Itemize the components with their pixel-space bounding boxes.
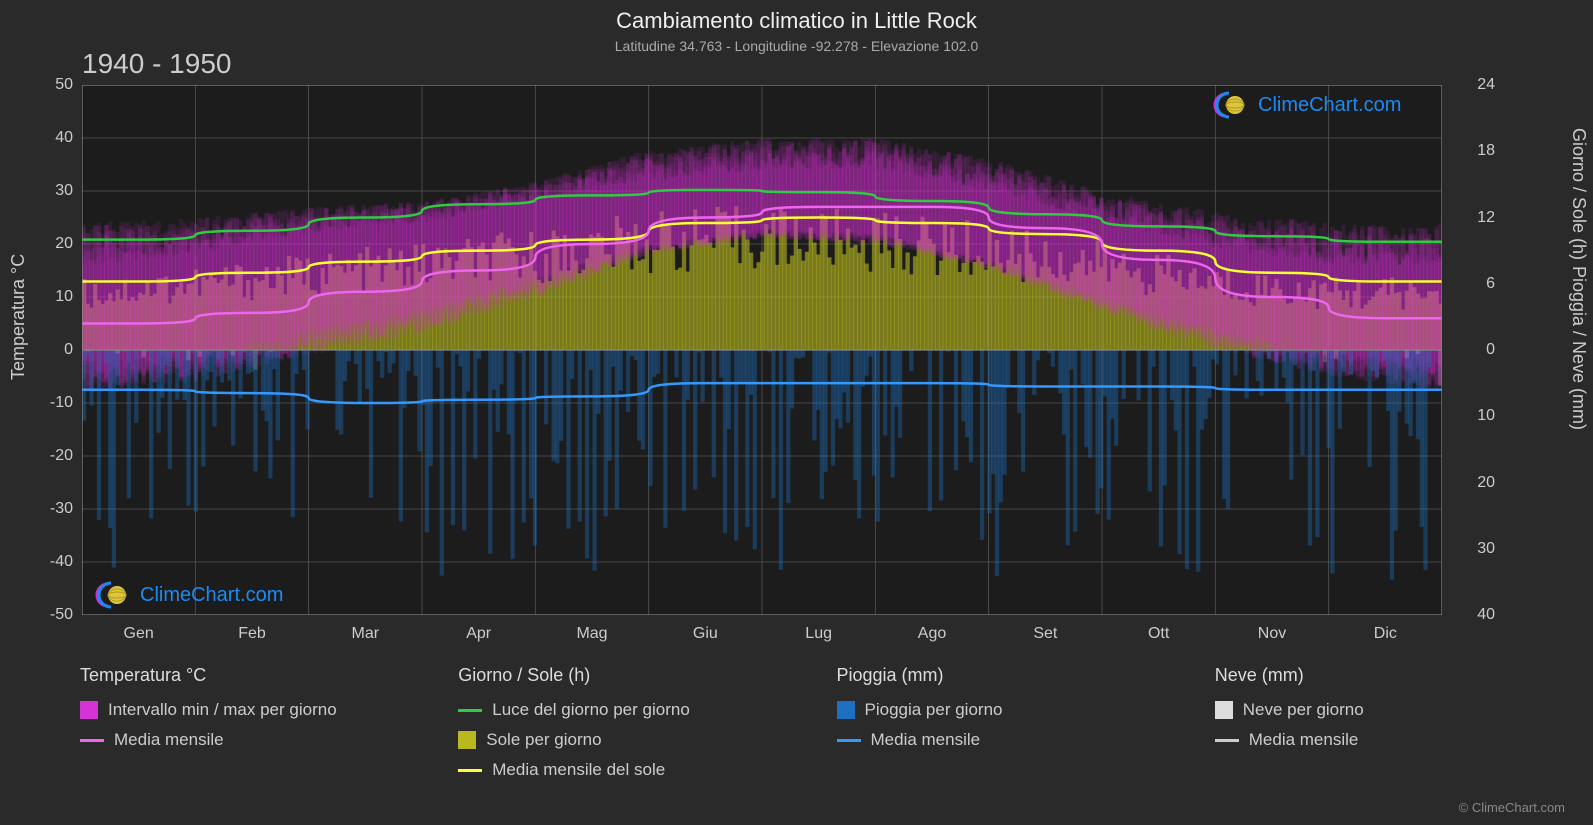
y2-tick-mm: 30 bbox=[1455, 540, 1495, 558]
legend-column: Pioggia (mm) Pioggia per giorno Media mens… bbox=[837, 665, 1175, 780]
legend-swatch-box-icon bbox=[80, 701, 98, 719]
legend-label: Media mensile bbox=[114, 730, 224, 750]
legend-item: Sole per giorno bbox=[458, 730, 796, 750]
y1-tick: -20 bbox=[23, 447, 73, 465]
x-tick-month: Set bbox=[1033, 625, 1057, 643]
legend-item: Media mensile bbox=[1215, 730, 1553, 750]
climechart-logo-icon bbox=[1210, 90, 1250, 120]
legend-header: Giorno / Sole (h) bbox=[458, 665, 796, 686]
y2-tick-mm: 40 bbox=[1455, 606, 1495, 624]
legend-swatch-box-icon bbox=[458, 731, 476, 749]
legend-swatch-box-icon bbox=[1215, 701, 1233, 719]
watermark: ClimeChart.com bbox=[92, 580, 283, 610]
x-tick-month: Mag bbox=[576, 625, 607, 643]
x-tick-month: Dic bbox=[1374, 625, 1397, 643]
legend-swatch-line-icon bbox=[458, 769, 482, 772]
y2-tick-hours: 18 bbox=[1455, 142, 1495, 160]
x-tick-month: Lug bbox=[805, 625, 832, 643]
legend-item: Media mensile bbox=[80, 730, 418, 750]
watermark-brand-text: ClimeChart.com bbox=[1258, 94, 1401, 117]
y1-tick: 40 bbox=[23, 129, 73, 147]
legend-item: Pioggia per giorno bbox=[837, 700, 1175, 720]
x-tick-month: Nov bbox=[1258, 625, 1286, 643]
legend-label: Pioggia per giorno bbox=[865, 700, 1003, 720]
y2-tick-hours: 6 bbox=[1455, 275, 1495, 293]
year-range-label: 1940 - 1950 bbox=[82, 48, 231, 80]
legend-header: Pioggia (mm) bbox=[837, 665, 1175, 686]
legend: Temperatura °C Intervallo min / max per g… bbox=[80, 665, 1553, 780]
y1-tick: 10 bbox=[23, 288, 73, 306]
x-tick-month: Feb bbox=[238, 625, 266, 643]
legend-label: Sole per giorno bbox=[486, 730, 601, 750]
legend-label: Luce del giorno per giorno bbox=[492, 700, 690, 720]
x-tick-month: Mar bbox=[352, 625, 380, 643]
legend-swatch-line-icon bbox=[458, 709, 482, 712]
watermark-brand-text: ClimeChart.com bbox=[140, 584, 283, 607]
legend-item: Neve per giorno bbox=[1215, 700, 1553, 720]
x-tick-month: Gen bbox=[124, 625, 154, 643]
legend-item: Media mensile del sole bbox=[458, 760, 796, 780]
legend-swatch-box-icon bbox=[837, 701, 855, 719]
chart-subtitle: Latitudine 34.763 - Longitudine -92.278 … bbox=[615, 38, 979, 54]
legend-label: Media mensile bbox=[1249, 730, 1359, 750]
y2-tick-hours: 0 bbox=[1455, 341, 1495, 359]
legend-header: Neve (mm) bbox=[1215, 665, 1553, 686]
y2-axis-bottom-label: Pioggia / Neve (mm) bbox=[1568, 266, 1589, 430]
y1-tick: -50 bbox=[23, 606, 73, 624]
watermark: ClimeChart.com bbox=[1210, 90, 1401, 120]
legend-column: Giorno / Sole (h) Luce del giorno per gio… bbox=[458, 665, 796, 780]
y1-axis-label: Temperatura °C bbox=[8, 254, 29, 380]
legend-label: Neve per giorno bbox=[1243, 700, 1364, 720]
legend-header: Temperatura °C bbox=[80, 665, 418, 686]
legend-column: Temperatura °C Intervallo min / max per g… bbox=[80, 665, 418, 780]
legend-label: Media mensile bbox=[871, 730, 981, 750]
y1-tick: 30 bbox=[23, 182, 73, 200]
x-tick-month: Apr bbox=[466, 625, 491, 643]
y1-tick: 50 bbox=[23, 76, 73, 94]
legend-item: Intervallo min / max per giorno bbox=[80, 700, 418, 720]
chart-container: Cambiamento climatico in Little Rock Lat… bbox=[0, 0, 1593, 825]
x-tick-month: Ott bbox=[1148, 625, 1169, 643]
legend-label: Media mensile del sole bbox=[492, 760, 665, 780]
chart-title: Cambiamento climatico in Little Rock bbox=[616, 8, 977, 34]
y1-tick: 20 bbox=[23, 235, 73, 253]
legend-label: Intervallo min / max per giorno bbox=[108, 700, 337, 720]
y2-axis-top-label: Giorno / Sole (h) bbox=[1568, 128, 1589, 260]
y1-tick: -40 bbox=[23, 553, 73, 571]
y1-tick: -30 bbox=[23, 500, 73, 518]
legend-column: Neve (mm) Neve per giorno Media mensile bbox=[1215, 665, 1553, 780]
y2-tick-hours: 12 bbox=[1455, 209, 1495, 227]
y2-tick-mm: 20 bbox=[1455, 474, 1495, 492]
plot-area bbox=[82, 85, 1442, 615]
legend-item: Media mensile bbox=[837, 730, 1175, 750]
legend-item: Luce del giorno per giorno bbox=[458, 700, 796, 720]
legend-swatch-line-icon bbox=[1215, 739, 1239, 742]
climechart-logo-icon bbox=[92, 580, 132, 610]
legend-swatch-line-icon bbox=[80, 739, 104, 742]
legend-swatch-line-icon bbox=[837, 739, 861, 742]
x-tick-month: Ago bbox=[918, 625, 946, 643]
y2-tick-mm: 10 bbox=[1455, 407, 1495, 425]
copyright-label: © ClimeChart.com bbox=[1459, 800, 1565, 815]
x-tick-month: Giu bbox=[693, 625, 718, 643]
y1-tick: -10 bbox=[23, 394, 73, 412]
y1-tick: 0 bbox=[23, 341, 73, 359]
y2-tick-hours: 24 bbox=[1455, 76, 1495, 94]
